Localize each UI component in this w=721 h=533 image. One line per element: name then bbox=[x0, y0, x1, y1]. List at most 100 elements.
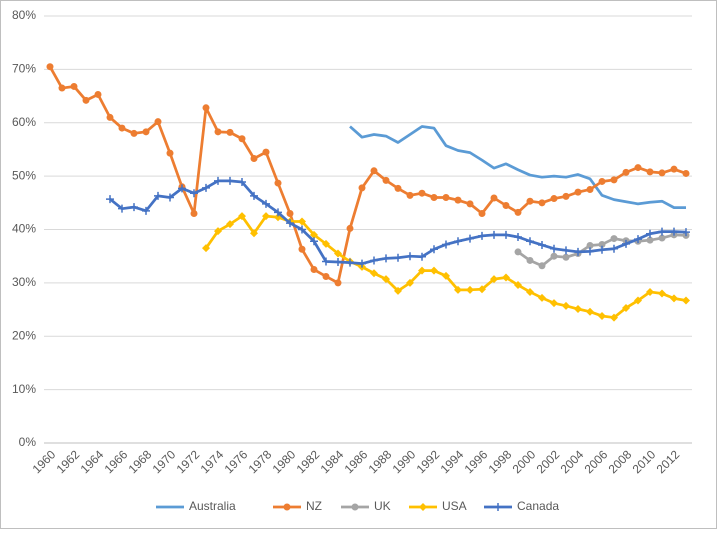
point bbox=[202, 183, 210, 192]
legend-marker bbox=[351, 503, 359, 511]
legend-label: Canada bbox=[517, 499, 559, 513]
point bbox=[466, 285, 474, 294]
point bbox=[514, 281, 522, 290]
point bbox=[58, 84, 66, 92]
point bbox=[622, 303, 630, 312]
point bbox=[394, 253, 402, 262]
point bbox=[238, 177, 246, 186]
y-tick-label: 0% bbox=[19, 435, 37, 449]
point bbox=[502, 230, 510, 239]
legend-label: UK bbox=[374, 499, 391, 513]
point bbox=[670, 294, 678, 303]
point bbox=[238, 212, 246, 221]
point bbox=[526, 197, 534, 205]
point bbox=[550, 299, 558, 308]
y-tick-label: 10% bbox=[12, 382, 36, 396]
point bbox=[250, 155, 258, 163]
point bbox=[586, 242, 594, 250]
point bbox=[370, 269, 378, 278]
point bbox=[562, 253, 570, 261]
point bbox=[226, 176, 234, 185]
point bbox=[454, 237, 462, 246]
point bbox=[274, 208, 282, 217]
point bbox=[178, 184, 186, 193]
point bbox=[250, 229, 258, 238]
point bbox=[430, 193, 438, 201]
point bbox=[526, 237, 534, 246]
point bbox=[442, 271, 450, 280]
point bbox=[82, 96, 90, 104]
point bbox=[538, 199, 546, 207]
point bbox=[574, 188, 582, 196]
point bbox=[634, 164, 642, 172]
point bbox=[598, 245, 606, 254]
point bbox=[214, 176, 222, 185]
point bbox=[406, 278, 414, 287]
point bbox=[538, 262, 546, 270]
point bbox=[478, 285, 486, 294]
point bbox=[322, 239, 330, 248]
point bbox=[454, 285, 462, 294]
point bbox=[550, 252, 558, 260]
point bbox=[358, 184, 366, 192]
point bbox=[526, 256, 534, 264]
point bbox=[202, 244, 210, 253]
legend-label: Australia bbox=[189, 499, 236, 513]
point bbox=[298, 225, 306, 234]
point bbox=[610, 176, 618, 184]
point bbox=[418, 189, 426, 197]
point bbox=[142, 128, 150, 136]
point bbox=[130, 203, 138, 212]
point bbox=[586, 247, 594, 256]
point bbox=[166, 193, 174, 202]
legend-marker bbox=[494, 503, 502, 511]
point bbox=[406, 252, 414, 261]
point bbox=[550, 244, 558, 253]
point bbox=[646, 229, 654, 238]
y-tick-label: 60% bbox=[12, 115, 36, 129]
point bbox=[70, 82, 78, 90]
point bbox=[346, 258, 354, 267]
point bbox=[562, 246, 570, 255]
y-tick-label: 80% bbox=[12, 8, 36, 22]
point bbox=[646, 168, 654, 176]
point bbox=[118, 124, 126, 132]
point bbox=[430, 245, 438, 254]
point bbox=[646, 236, 654, 244]
point bbox=[238, 135, 246, 143]
point bbox=[658, 289, 666, 298]
point bbox=[370, 167, 378, 175]
point bbox=[286, 209, 294, 217]
point bbox=[262, 199, 270, 208]
y-tick-label: 70% bbox=[12, 62, 36, 76]
point bbox=[670, 165, 678, 173]
point bbox=[310, 230, 318, 239]
point bbox=[286, 219, 294, 228]
point bbox=[646, 287, 654, 296]
point bbox=[490, 230, 498, 239]
point bbox=[478, 209, 486, 217]
point bbox=[346, 224, 354, 232]
point bbox=[46, 63, 54, 71]
point bbox=[622, 168, 630, 176]
point bbox=[658, 234, 666, 242]
point bbox=[658, 227, 666, 236]
point bbox=[610, 313, 618, 322]
point bbox=[394, 286, 402, 295]
point bbox=[466, 234, 474, 243]
point bbox=[682, 169, 690, 177]
point bbox=[574, 247, 582, 256]
point bbox=[442, 193, 450, 201]
point bbox=[334, 258, 342, 267]
point bbox=[190, 209, 198, 217]
point bbox=[418, 266, 426, 275]
point bbox=[622, 239, 630, 248]
point bbox=[106, 195, 114, 204]
legend-marker bbox=[419, 503, 427, 511]
point bbox=[226, 220, 234, 229]
point bbox=[658, 169, 666, 177]
point bbox=[682, 296, 690, 305]
legend-marker bbox=[283, 503, 291, 511]
